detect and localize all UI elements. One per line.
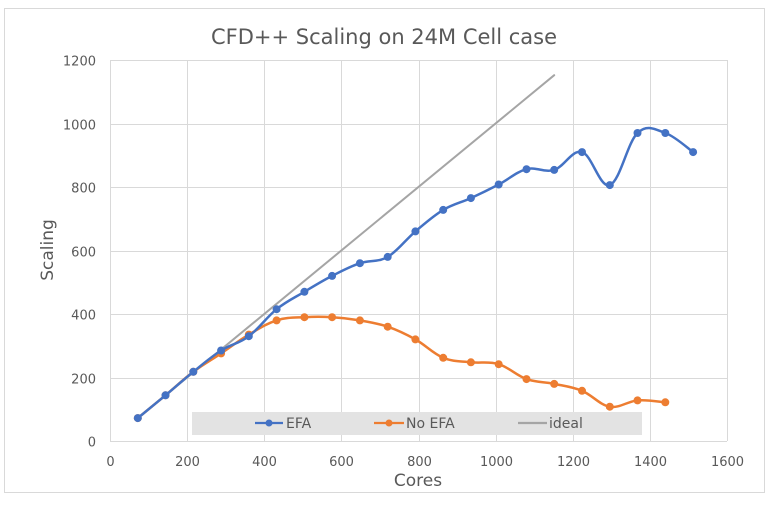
legend-item-no-efa: No EFA: [374, 416, 455, 432]
data-point-efa: [411, 227, 420, 236]
data-point-efa: [494, 180, 503, 189]
data-point-efa: [328, 271, 337, 280]
data-point-efa: [244, 332, 253, 341]
gridlines: [110, 60, 728, 442]
data-point-no-efa: [439, 353, 448, 362]
legend-label-efa: EFA: [286, 416, 312, 432]
data-point-no-efa: [494, 360, 503, 369]
y-tick-label: 400: [71, 309, 96, 324]
data-point-no-efa: [300, 313, 309, 322]
data-point-no-efa: [411, 335, 420, 344]
series-efa: [133, 126, 698, 423]
data-point-efa: [605, 181, 614, 190]
y-tick-label: 1200: [63, 55, 96, 70]
legend-item-ideal: ideal: [518, 416, 583, 432]
data-point-efa: [189, 367, 198, 376]
y-tick-label: 600: [71, 246, 96, 261]
data-point-efa: [661, 129, 670, 137]
data-point-no-efa: [605, 402, 614, 411]
data-point-efa: [272, 305, 281, 314]
legend-label-ideal: ideal: [549, 416, 583, 432]
data-point-efa: [689, 148, 698, 157]
x-tick-label: 1400: [634, 455, 667, 470]
legend-marker-no-efa: [385, 419, 393, 427]
legend-item-efa: EFA: [255, 416, 312, 432]
x-tick-label: 400: [252, 455, 277, 470]
data-point-efa: [300, 287, 309, 296]
data-point-efa: [550, 165, 559, 174]
data-point-efa: [161, 391, 170, 400]
series-group: [133, 74, 698, 423]
data-point-no-efa: [272, 316, 281, 325]
data-point-efa: [578, 148, 586, 157]
legend-label-no-efa: No EFA: [406, 416, 455, 432]
data-point-no-efa: [550, 379, 559, 388]
data-point-efa: [217, 346, 226, 355]
data-point-efa: [383, 252, 392, 261]
chart-title: CFD++ Scaling on 24M Cell case: [211, 25, 557, 49]
data-point-efa: [633, 129, 642, 137]
data-point-no-efa: [328, 313, 337, 322]
data-point-no-efa: [383, 322, 392, 331]
data-point-no-efa: [522, 375, 531, 384]
x-axis-label: Cores: [394, 471, 442, 491]
x-tick-label: 1200: [557, 455, 590, 470]
x-tick-label: 0: [106, 455, 114, 470]
legend-background: [192, 412, 642, 435]
x-tick-label: 800: [407, 455, 432, 470]
data-point-no-efa: [466, 358, 475, 367]
legend-marker-efa: [265, 419, 273, 427]
data-point-no-efa: [355, 316, 364, 325]
y-axis-ticks: 0 200 400 600 800 1000 1200: [63, 55, 96, 451]
x-tick-label: 200: [175, 455, 200, 470]
y-tick-label: 800: [71, 182, 96, 197]
data-point-efa: [133, 414, 142, 423]
x-axis-ticks: 0 200 400 600 800 1000 1200 1400 1600: [106, 455, 744, 470]
data-point-no-efa: [661, 398, 670, 407]
data-point-efa: [355, 259, 364, 268]
y-axis-label: Scaling: [38, 219, 58, 281]
data-point-no-efa: [578, 386, 586, 395]
legend: EFA No EFA ideal: [192, 412, 642, 435]
data-point-efa: [466, 194, 475, 203]
data-point-efa: [522, 165, 531, 174]
x-tick-label: 1600: [711, 455, 744, 470]
x-tick-label: 1000: [480, 455, 513, 470]
y-tick-label: 1000: [63, 119, 96, 134]
data-point-no-efa: [633, 396, 642, 405]
x-tick-label: 600: [329, 455, 354, 470]
chart-frame: [4, 8, 765, 493]
y-tick-label: 0: [88, 436, 96, 451]
y-tick-label: 200: [71, 373, 96, 388]
data-point-efa: [439, 205, 448, 214]
